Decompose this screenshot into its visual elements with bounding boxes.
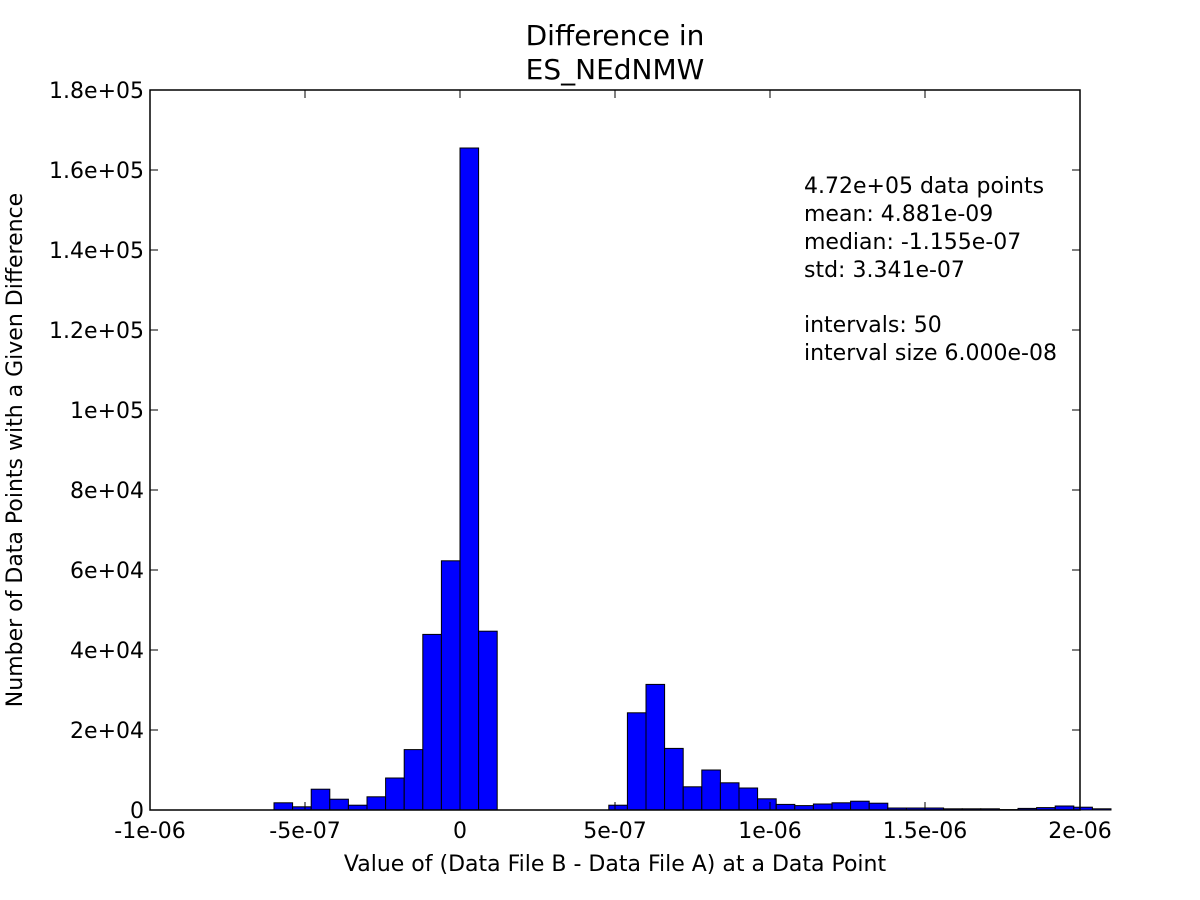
histogram-bar-15 <box>459 147 480 811</box>
histogram-bar-7 <box>310 788 331 811</box>
histogram-bar-37 <box>868 802 889 811</box>
histogram-bar-29 <box>719 782 740 811</box>
histogram-bar-32 <box>775 803 796 811</box>
histogram-bar-12 <box>403 749 424 811</box>
histogram-bar-35 <box>831 802 852 811</box>
stats-line-mean: mean: 4.881e-09 <box>804 202 993 227</box>
chart-title-line-2: ES_NEdNMW <box>526 53 705 86</box>
plot-frame <box>149 89 1081 811</box>
y-tick-label-0: 0 <box>130 799 144 824</box>
histogram-bar-34 <box>812 803 833 811</box>
x-tick-label-0: -1e-06 <box>114 819 185 844</box>
y-tick-label-5: 1e+05 <box>70 399 144 424</box>
histogram-bar-27 <box>682 786 703 811</box>
histogram-bar-11 <box>385 777 405 811</box>
histogram-bar-49 <box>1091 808 1112 811</box>
y-tick-label-7: 1.4e+05 <box>49 239 144 264</box>
x-tick-label-6: 2e-06 <box>1048 819 1111 844</box>
y-tick-label-6: 1.2e+05 <box>49 319 144 344</box>
y-tick-label-2: 4e+04 <box>70 639 144 664</box>
histogram-bar-16 <box>478 630 498 811</box>
y-axis-label: Number of Data Points with a Given Diffe… <box>3 193 28 707</box>
y-tick-labels: 0 2e+04 4e+04 6e+04 8e+04 1e+05 1.2e+05 1.4e+05… <box>49 79 144 824</box>
stats-line-data-points: 4.72e+05 data points <box>804 174 1044 199</box>
x-tick-labels: -1e-06 -5e-07 0 5e-07 1e-06 1.5e-06 2e-06 <box>114 819 1111 844</box>
y-tick-label-3: 6e+04 <box>70 559 144 584</box>
histogram-bars <box>273 147 1112 811</box>
histogram-bar-8 <box>329 798 349 811</box>
y-tick-label-9: 1.8e+05 <box>49 79 144 104</box>
histogram-bar-30 <box>738 787 759 811</box>
histogram-bar-36 <box>850 800 870 811</box>
y-tick-label-8: 1.6e+05 <box>49 159 144 184</box>
histogram-bar-25 <box>645 683 666 811</box>
stats-line-intervals: intervals: 50 <box>804 313 942 338</box>
histogram-bar-31 <box>757 798 777 811</box>
histogram-bar-10 <box>366 796 387 811</box>
x-axis-label: Value of (Data File B - Data File A) at … <box>344 852 887 877</box>
x-tick-label-5: 1.5e-06 <box>883 819 967 844</box>
x-tick-label-2: 0 <box>453 819 467 844</box>
histogram-bar-14 <box>440 560 461 811</box>
histogram-bar-26 <box>664 747 684 811</box>
stats-annotation: 4.72e+05 data points mean: 4.881e-09 med… <box>804 174 1057 366</box>
histogram-bar-24 <box>626 712 647 811</box>
stats-line-interval-size: interval size 6.000e-08 <box>804 341 1057 366</box>
x-tick-label-3: 5e-07 <box>583 819 646 844</box>
y-tick-label-1: 2e+04 <box>70 719 144 744</box>
stats-line-median: median: -1.155e-07 <box>804 230 1021 255</box>
histogram-bar-28 <box>701 769 721 811</box>
x-tick-label-4: 1e-06 <box>738 819 801 844</box>
stats-line-std: std: 3.341e-07 <box>804 258 965 283</box>
chart-title-line-1: Difference in <box>526 19 705 52</box>
x-tick-label-1: -5e-07 <box>269 819 340 844</box>
histogram-bar-5 <box>273 802 294 811</box>
y-tick-label-4: 8e+04 <box>70 479 144 504</box>
histogram-bar-13 <box>422 633 442 811</box>
